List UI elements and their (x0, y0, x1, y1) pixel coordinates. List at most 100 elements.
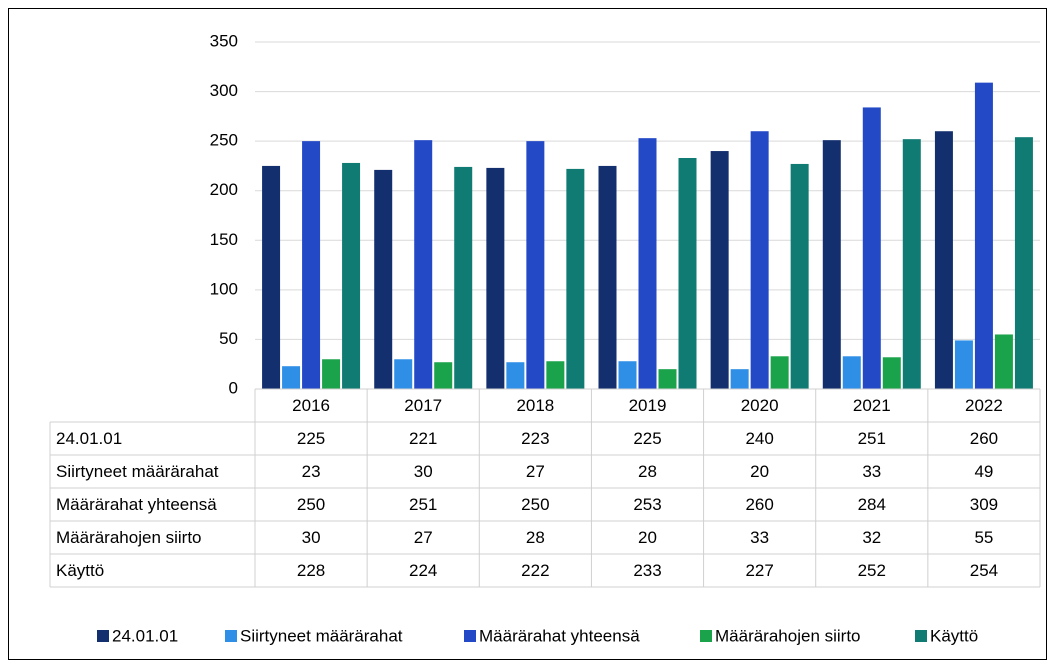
bar (618, 361, 637, 389)
table-cell: 23 (302, 462, 321, 481)
y-tick-label: 300 (210, 81, 238, 100)
table-cell: 222 (521, 561, 549, 580)
bar (486, 167, 505, 389)
bar (954, 340, 973, 389)
legend-marker (464, 630, 476, 642)
legend-marker (97, 630, 109, 642)
bar (710, 151, 729, 389)
table-row-label: Siirtyneet määrärahat (56, 462, 219, 481)
table-cell: 221 (409, 429, 437, 448)
table-row-label: 24.01.01 (56, 429, 122, 448)
legend-label: Siirtyneet määrärahat (240, 626, 403, 645)
bar (342, 162, 361, 389)
legend-marker (700, 630, 712, 642)
x-tick-label: 2018 (516, 396, 554, 415)
table-cell: 251 (858, 429, 886, 448)
table-cell: 260 (970, 429, 998, 448)
table-cell: 284 (858, 495, 886, 514)
table-cell: 33 (862, 462, 881, 481)
x-tick-label: 2020 (741, 396, 779, 415)
bar (638, 138, 657, 389)
table-cell: 260 (745, 495, 773, 514)
y-tick-label: 50 (219, 329, 238, 348)
bar (934, 131, 953, 389)
bar (262, 165, 281, 389)
table-cell: 254 (970, 561, 998, 580)
bar (862, 107, 881, 389)
table-cell: 32 (862, 528, 881, 547)
bar (974, 82, 993, 390)
y-tick-label: 100 (210, 279, 238, 298)
bar (526, 141, 545, 389)
table-cell: 225 (297, 429, 325, 448)
table-row-label: Käyttö (56, 561, 104, 580)
table-cell: 227 (745, 561, 773, 580)
bar (322, 359, 341, 389)
legend-label: Määrärahojen siirto (715, 626, 861, 645)
x-tick-label: 2021 (853, 396, 891, 415)
table-row-label: Määrärahojen siirto (56, 528, 202, 547)
table-cell: 30 (302, 528, 321, 547)
table-cell: 252 (858, 561, 886, 580)
bar (506, 362, 525, 389)
table-cell: 28 (638, 462, 657, 481)
bar (454, 166, 473, 389)
bar (566, 168, 585, 389)
bar (750, 131, 769, 389)
table-row-label: Määrärahat yhteensä (56, 495, 217, 514)
x-tick-label: 2017 (404, 396, 442, 415)
table-cell: 225 (633, 429, 661, 448)
bar (678, 157, 697, 389)
bar (598, 165, 617, 389)
table-cell: 55 (974, 528, 993, 547)
bar (842, 356, 861, 389)
bar (414, 140, 433, 389)
table-cell: 309 (970, 495, 998, 514)
y-tick-label: 250 (210, 131, 238, 150)
x-tick-label: 2019 (629, 396, 667, 415)
y-tick-label: 0 (229, 378, 238, 397)
table-cell: 228 (297, 561, 325, 580)
x-tick-label: 2016 (292, 396, 330, 415)
legend-label: Käyttö (930, 626, 978, 645)
table-cell: 224 (409, 561, 437, 580)
table-cell: 253 (633, 495, 661, 514)
table-cell: 240 (745, 429, 773, 448)
table-cell: 250 (297, 495, 325, 514)
bar (994, 334, 1013, 389)
table-cell: 223 (521, 429, 549, 448)
bar (658, 369, 677, 389)
bar (882, 357, 901, 389)
table-cell: 20 (750, 462, 769, 481)
bar (1014, 137, 1033, 389)
table-cell: 27 (414, 528, 433, 547)
table-cell: 20 (638, 528, 657, 547)
table-cell: 33 (750, 528, 769, 547)
table-cell: 233 (633, 561, 661, 580)
bar (374, 169, 393, 389)
table-cell: 251 (409, 495, 437, 514)
legend-label: 24.01.01 (112, 626, 178, 645)
bar (902, 139, 921, 389)
legend-marker (915, 630, 927, 642)
bar (822, 140, 841, 389)
x-tick-label: 2022 (965, 396, 1003, 415)
table-cell: 30 (414, 462, 433, 481)
legend-label: Määrärahat yhteensä (479, 626, 640, 645)
table-cell: 49 (974, 462, 993, 481)
bar (770, 356, 789, 389)
bar (302, 141, 321, 389)
bar (282, 366, 301, 389)
table-cell: 28 (526, 528, 545, 547)
bar (394, 359, 413, 389)
bar (790, 163, 809, 389)
bar (434, 362, 453, 389)
legend-marker (225, 630, 237, 642)
bar (546, 361, 565, 389)
bar (730, 369, 749, 389)
y-tick-label: 350 (210, 31, 238, 50)
y-tick-label: 200 (210, 180, 238, 199)
y-tick-label: 150 (210, 230, 238, 249)
table-cell: 250 (521, 495, 549, 514)
